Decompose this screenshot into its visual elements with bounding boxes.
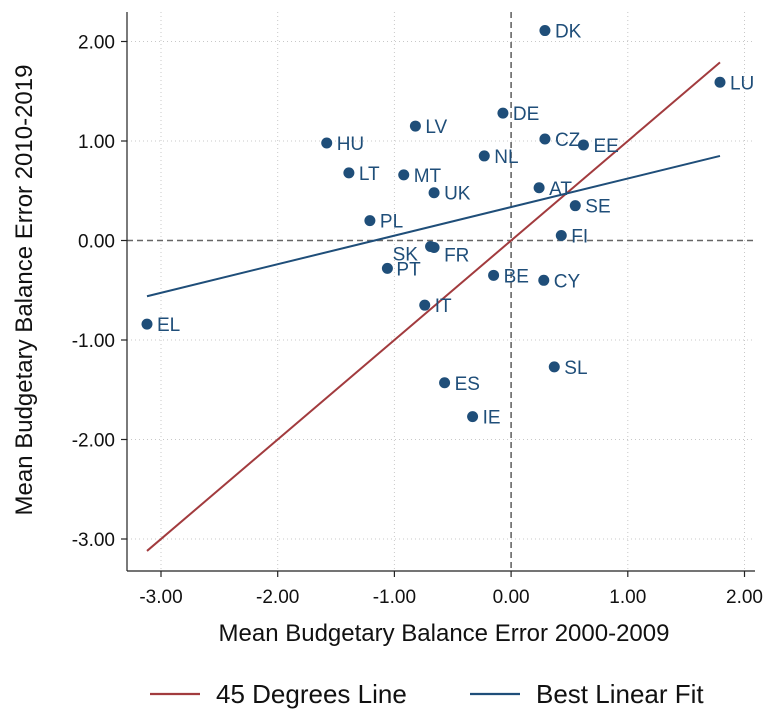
data-label-hu: HU [337,134,364,155]
data-point-fi [555,230,567,242]
data-label-lu: LU [730,73,754,94]
data-point-cy [538,274,550,286]
data-label-it: IT [435,296,452,317]
fit-lines [146,61,721,552]
x-tick-label: -1.00 [373,587,416,608]
data-label-cy: CY [554,271,581,292]
data-label-at: AT [549,179,572,200]
x-tick-label: 2.00 [726,587,763,608]
x-tick-label: -3.00 [139,587,182,608]
data-point-hu [321,137,333,149]
data-label-lv: LV [425,117,447,138]
axes: -3.00 -2.00 -1.00 0.00 1.00 2.00 -3.00 -2.00 -1.… [72,12,763,608]
data-label-ie: IE [483,408,501,429]
y-tick-label: -1.00 [72,331,115,352]
data-label-pl: PL [380,212,403,233]
data-label-pt: PT [396,259,421,280]
data-label-de: DE [513,104,539,125]
data-label-fr: FR [444,245,469,266]
data-point-el [141,318,153,330]
data-label-cz: CZ [555,130,581,151]
y-tick-label: 1.00 [78,132,115,153]
data-point-ie [467,411,479,423]
x-tick-label: 1.00 [609,587,646,608]
y-tick-label: -3.00 [72,530,115,551]
reference-lines [127,12,755,571]
data-label-mt: MT [414,166,442,187]
y-tick-label: 2.00 [78,33,115,54]
y-axis-title: Mean Budgetary Balance Error 2010-2019 [11,65,38,516]
legend-label-45-degrees-line: 45 Degrees Line [216,679,407,709]
y-tick-label: -2.00 [72,431,115,452]
data-label-ee: EE [593,136,618,157]
data-point-lu [714,76,726,88]
data-label-sl: SL [564,358,587,379]
data-point-se [569,200,581,212]
data-point-es [439,377,451,389]
data-point-ee [577,139,589,151]
data-point-de [497,107,509,119]
grid [127,12,755,571]
x-tick-label: -2.00 [256,587,299,608]
data-label-sk: SK [393,244,419,265]
data-point-dk [539,25,551,37]
data-point-mt [398,169,410,181]
data-point-sl [548,361,560,373]
legend-label-best-linear-fit: Best Linear Fit [536,679,704,709]
best-linear-fit-series [146,154,721,298]
data-label-es: ES [455,374,480,395]
data-label-dk: DK [555,22,582,43]
data-point-pt [381,262,393,274]
data-label-nl: NL [494,147,518,168]
data-label-uk: UK [444,184,471,205]
data-point-lt [343,167,355,179]
data-label-be: BE [504,266,529,287]
data-point-lv [409,120,421,132]
data-label-se: SE [585,197,610,218]
data-point-at [533,182,545,194]
data-point-nl [478,150,490,162]
x-axis-title: Mean Budgetary Balance Error 2000-2009 [219,620,670,647]
data-point-fr [428,241,440,253]
y-tick-label: 0.00 [78,232,115,253]
data-point-cz [539,133,551,145]
x-tick-label: 0.00 [493,587,530,608]
45-degrees-line-series [146,61,721,552]
data-label-lt: LT [359,164,380,185]
data-point-be [488,269,500,281]
data-point-it [419,299,431,311]
data-point-pl [364,215,376,227]
data-points: DK LU DE LV CZ HU EE NL LT MT AT UK SE PL FI SK FR PT BE CY… [141,22,754,429]
data-label-fi: FI [571,227,588,248]
legend: 45 Degrees Line Best Linear Fit [150,679,704,709]
data-label-el: EL [157,315,180,336]
data-point-uk [428,187,440,199]
